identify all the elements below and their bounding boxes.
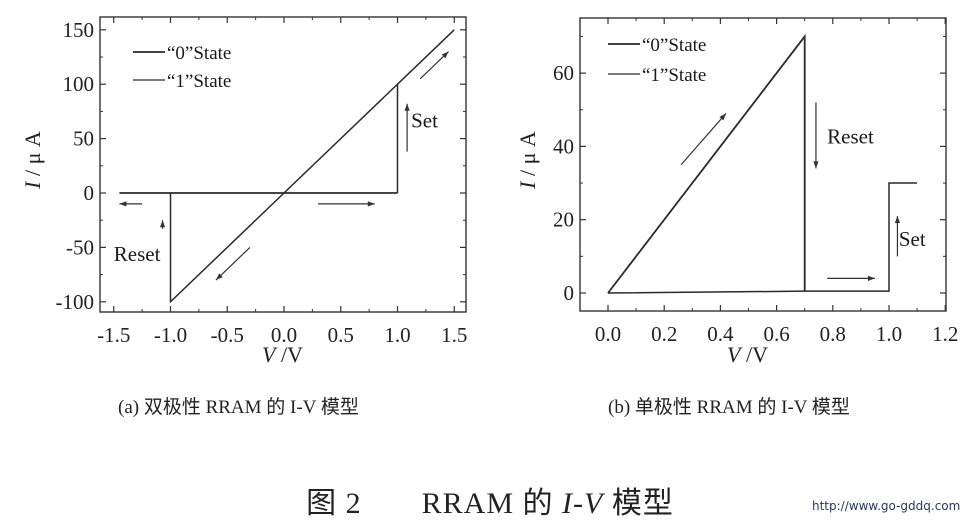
legend-entry: “0”State (642, 35, 706, 56)
x-tick-label: -0.5 (211, 323, 244, 347)
y-tick-label: 0 (564, 281, 575, 305)
x-tick-label: 0.5 (328, 323, 354, 347)
x-tick-label: 1.2 (932, 322, 958, 346)
y-tick-label: 40 (553, 134, 574, 158)
y-tick-label: 50 (73, 127, 94, 151)
set-label: Set (411, 109, 438, 133)
caption-a: (a) 双极性 RRAM 的 I-V 模型 (118, 397, 359, 418)
y-tick-label: 60 (553, 61, 574, 85)
chart-b-unipolar: 0.0 0.2 0.4 0.6 0.8 1.0 1.2 0 20 40 60 V /V I / μ A “… (515, 17, 958, 367)
x-tick-label: 1.0 (876, 322, 902, 346)
x-tick-label: 0.6 (763, 322, 789, 346)
watermark-url: http://www.go-gddq.com (812, 499, 961, 513)
chart-a-bipolar: -1.5 -1.0 -0.5 0.0 0.5 1.0 1.5 -100 -50 0 50 100 150… (20, 16, 467, 367)
reset-label: Reset (114, 242, 161, 266)
direction-arrow-up-right-head (719, 113, 727, 121)
x-tick-label: 1.0 (384, 323, 410, 347)
y-tick-label: 100 (63, 72, 95, 96)
x-tick-label: 0.2 (651, 322, 677, 346)
y-tick-label: 150 (63, 18, 95, 42)
figure-title-dash: - (573, 487, 585, 520)
series-line (607, 33, 806, 294)
legend-entry: “1”State (167, 71, 231, 92)
figure-title-v: V (584, 487, 604, 520)
x-tick-label: 0.0 (271, 323, 297, 347)
series-line (607, 182, 918, 294)
direction-arrow-right-head (867, 275, 875, 281)
reset-arrow-head (159, 220, 166, 228)
legend-entry: “0”State (167, 43, 231, 64)
x-tick-label: 1.5 (441, 323, 467, 347)
direction-arrow-up-right (680, 113, 727, 166)
legend-entry: “1”State (642, 65, 706, 86)
y-axis-label: I / μ A (515, 131, 540, 190)
x-tick-label: 0.8 (820, 322, 846, 346)
x-tick-label: 0.4 (707, 322, 734, 346)
figure-title-post: 模型 (603, 487, 674, 520)
x-axis-label: V /V (262, 342, 303, 367)
figure-caption: 图 2 RRAM 的 I-V 模型 (0, 478, 980, 522)
x-tick-label: -1.0 (154, 323, 187, 347)
y-tick-label: 0 (84, 181, 95, 205)
y-axis-label: I / μ A (20, 131, 45, 190)
x-axis-label: V /V (727, 342, 768, 367)
direction-arrow-down-left (215, 246, 251, 281)
y-tick-label: -50 (66, 235, 94, 259)
direction-arrow-up-right-head (441, 51, 449, 59)
caption-b: (b) 单极性 RRAM 的 I-V 模型 (608, 397, 850, 418)
direction-arrow-left-head (119, 201, 127, 207)
set-arrow-head (894, 216, 901, 224)
series-line (169, 29, 455, 304)
direction-arrow-down-left-head (215, 273, 223, 281)
y-tick-label: -100 (56, 290, 95, 314)
set-label: Set (899, 227, 926, 251)
direction-arrow-right-head (367, 201, 375, 207)
figure-title-i: I (562, 487, 574, 520)
reset-arrow-head (813, 161, 819, 169)
reset-label: Reset (827, 124, 874, 148)
y-tick-label: 20 (553, 208, 574, 232)
x-tick-label: 0.0 (595, 322, 621, 346)
x-tick-label: -1.5 (97, 323, 130, 347)
plot-frame (99, 16, 467, 313)
set-arrow-head (404, 103, 410, 111)
figure-number: 图 2 (306, 487, 362, 520)
plot-frame (579, 17, 947, 312)
figure-title-pre: RRAM 的 (421, 487, 563, 520)
